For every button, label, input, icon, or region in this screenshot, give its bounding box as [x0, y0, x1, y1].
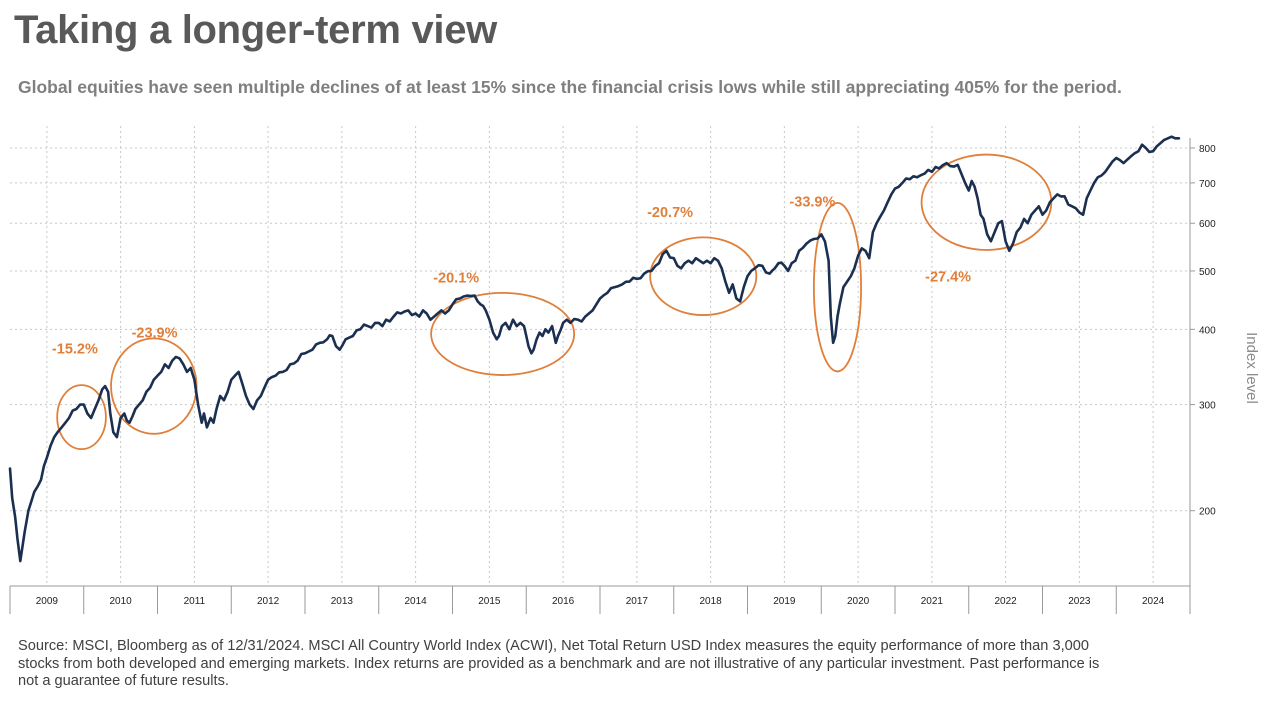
- y-tick-label-700: 700: [1199, 179, 1216, 190]
- x-tick-label-2024: 2024: [1142, 596, 1165, 607]
- page-subtitle: Global equities have seen multiple decli…: [18, 77, 1122, 97]
- x-tick-label-2018: 2018: [700, 596, 723, 607]
- y-axis-title: Index level: [1243, 332, 1260, 404]
- y-tick-label-300: 300: [1199, 401, 1216, 412]
- x-tick-label-2013: 2013: [331, 596, 354, 607]
- drawdown-label-1: -15.2%: [52, 341, 98, 357]
- y-tick-label-600: 600: [1199, 219, 1216, 230]
- drawdown-annotations: -15.2% -23.9% -20.1% -20.7% -33.9% -27.4%: [52, 194, 971, 357]
- drawdown-circle-3: [430, 291, 576, 376]
- x-tick-label-2021: 2021: [921, 596, 944, 607]
- x-tick-label-2015: 2015: [478, 596, 501, 607]
- y-tick-label-200: 200: [1199, 507, 1216, 518]
- x-tick-label-2022: 2022: [995, 596, 1018, 607]
- x-tick-label-2010: 2010: [110, 596, 133, 607]
- drawdown-circle-4: [649, 236, 758, 316]
- x-tick-label-2019: 2019: [773, 596, 796, 607]
- y-tick-label-800: 800: [1199, 144, 1216, 155]
- x-tick-label-2020: 2020: [847, 596, 870, 607]
- axes: 200 300 400 500 600 700 800 2009 2010 2011 2012 201…: [9, 138, 1216, 614]
- drawdown-label-3: -20.1%: [433, 271, 479, 287]
- drawdown-label-2: -23.9%: [132, 325, 178, 341]
- drawdown-circle-1: [56, 384, 107, 451]
- x-tick-label-2023: 2023: [1068, 596, 1091, 607]
- series-line: [8, 135, 1181, 563]
- x-tick-label-2017: 2017: [626, 596, 649, 607]
- drawdown-label-5: -33.9%: [789, 194, 835, 210]
- drawdown-circle-5: [812, 201, 862, 373]
- source-footnote: Source: MSCI, Bloomberg as of 12/31/2024…: [18, 638, 1100, 689]
- gridlines: [10, 126, 1190, 586]
- x-tick-label-2014: 2014: [405, 596, 428, 607]
- x-tick-label-2009: 2009: [36, 596, 59, 607]
- drawdown-label-4: -20.7%: [647, 205, 693, 221]
- drawdown-label-6: -27.4%: [925, 270, 971, 286]
- x-tick-label-2011: 2011: [184, 596, 206, 607]
- x-tick-label-2012: 2012: [257, 596, 280, 607]
- drawdown-circle-2: [110, 337, 198, 435]
- y-tick-label-500: 500: [1199, 267, 1216, 278]
- page-title: Taking a longer-term view: [14, 8, 497, 52]
- x-tick-label-2016: 2016: [552, 596, 575, 607]
- index-level-chart: 200 300 400 500 600 700 800 2009 2010 2011 2012 201…: [8, 126, 1260, 614]
- y-tick-label-400: 400: [1199, 325, 1216, 336]
